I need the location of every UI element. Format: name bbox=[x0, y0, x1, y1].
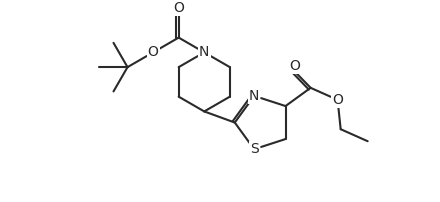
Text: N: N bbox=[199, 45, 209, 59]
Text: S: S bbox=[250, 142, 259, 156]
Text: O: O bbox=[332, 93, 343, 107]
Text: O: O bbox=[148, 45, 158, 59]
Text: O: O bbox=[173, 1, 184, 15]
Text: N: N bbox=[249, 89, 259, 103]
Text: O: O bbox=[290, 59, 301, 73]
